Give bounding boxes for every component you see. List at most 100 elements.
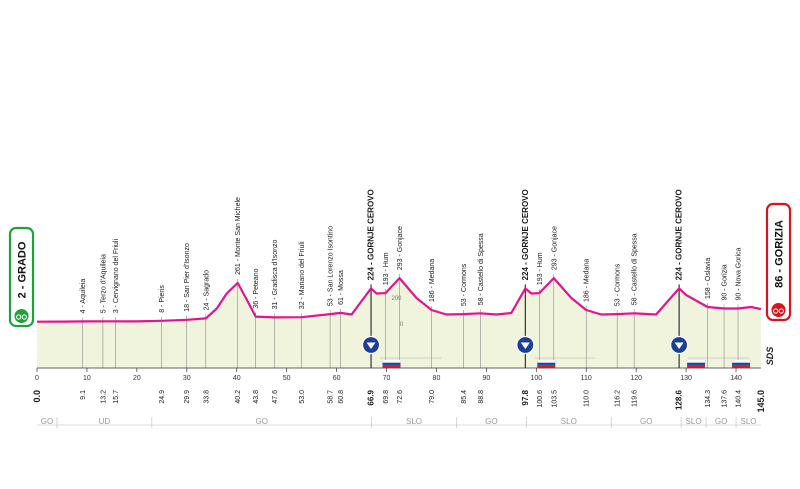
place-label: 3 - Cervignano del Friuli [113,239,120,314]
place-label: 18 - San Pier d'Isonzo [184,243,191,312]
start-badge [8,226,35,328]
place-km-label: 119.6 [632,390,639,407]
km-axis-tick-label: 0 [35,375,39,382]
km-axis-tick-label: 70 [383,375,391,382]
km-axis-tick-label: 40 [233,375,241,382]
km-axis-tick-label: 60 [333,375,341,382]
region-label: GO [255,417,267,426]
km-axis-tick-label: 20 [133,375,141,382]
place-label: 36 - Peteano [253,268,260,308]
misc-marks: 200 0 SDS [391,296,775,365]
place-km-label: 79.0 [429,390,436,404]
place-label: 58 - Castello di Spessa [478,233,485,305]
place-label: 32 - Mariano del Friuli [299,241,306,309]
inline-mark-label: 0 [400,322,404,328]
place-km-label: 53.0 [299,390,306,404]
place-label: 90 - Gorizia [722,264,729,300]
region-label: SLO [686,417,702,426]
start-km-label: 0.0 [32,390,42,403]
place-label: 224 - GORNJE CEROVO [367,189,376,280]
profile-area-layer [37,278,761,368]
flag-stripe-blue [537,362,556,366]
place-label: 293 - Gonjace [397,226,404,270]
region-label: SLO [740,417,756,426]
place-km-label: 88.8 [478,390,485,404]
region-label: SLO [406,417,422,426]
place-label: 8 - Pieris [159,285,166,313]
slovenia-flags [382,359,751,369]
place-km-label: 58.7 [328,390,335,404]
place-label: 193 - Hum [383,252,390,285]
place-km-label: 13.2 [100,390,107,404]
climb-chevron-icon [520,342,530,349]
place-label: 158 - Oslavia [705,258,712,299]
place-km-label: 15.7 [113,390,120,404]
place-label: 293 - Gonjace [551,226,558,270]
place-km-label: 97.8 [521,389,530,405]
place-label: 186 - Medana [429,259,436,302]
place-label: 224 - GORNJE CEROVO [521,189,530,280]
place-km-label: 72.6 [397,390,404,404]
place-km-label: 69.8 [383,390,390,404]
climb-markers [361,335,750,359]
km-axis-tick-label: 100 [530,375,542,382]
km-axis-tick-label: 10 [83,375,91,382]
place-label: 31 - Gradisca d'Isonzo [272,239,279,309]
flag-stripe-red [687,365,706,369]
region-label: UD [99,417,111,426]
place-km-label: 110.0 [584,390,591,407]
flag-stripe-red [732,365,751,369]
start-badge-label: 2 - GRADO [17,241,29,298]
place-label: 5 - Terzo d'Aquileia [100,254,107,313]
place-km-labels: 9.1 13.2 15.7 24.9 29.9 33.8 40.2 43.8 47.6 53.0 5… [32,389,766,412]
place-km-label: 85.4 [461,390,468,404]
place-km-label: 103.5 [551,390,558,408]
profile-area [37,278,761,368]
place-km-label: 47.6 [272,390,279,404]
place-km-label: 134.3 [705,390,712,408]
place-km-label: 128.6 [675,389,684,410]
climb-chevron-icon [674,342,684,349]
place-km-label: 60.8 [338,390,345,404]
finish-km-label: 145.0 [756,390,766,413]
climb-chevron-icon [366,342,376,349]
place-km-label: 100.6 [537,390,544,408]
place-km-label: 40.2 [235,390,242,404]
flag-stripe-white [686,359,706,363]
flag-stripe-red [382,365,401,369]
place-label: 53 - San Lorenzo Isontino [328,226,335,306]
place-km-label: 24.9 [159,390,166,404]
flag-stripe-blue [382,362,401,366]
place-km-label: 116.2 [615,390,622,407]
place-label: 261 - Monte San Michele [235,197,242,275]
place-km-label: 9.1 [80,390,87,400]
km-axis-tick-label: 110 [581,375,592,382]
km-axis-tick-label: 120 [630,375,642,382]
place-km-label: 140.4 [736,390,743,408]
inline-mark-label: 200 [391,296,402,302]
flag-stripe-white [537,359,556,363]
profile-line-layer [36,277,762,323]
place-label: 53 - Cormons [615,263,622,306]
place-km-label: 137.6 [722,390,729,408]
region-strip: GO UD GO SLO GO SLO GO SLO GO SLO [37,417,761,428]
region-label: GO [715,417,727,426]
km-axis-tick-label: 90 [482,375,490,382]
region-label: GO [41,417,53,426]
km-axis-tick-label: 30 [183,375,191,382]
km-axis-tick-label: 140 [730,375,742,382]
place-km-label: 29.9 [184,390,191,404]
place-label: 186 - Medana [584,259,591,302]
region-label: GO [640,417,652,426]
place-label: 193 - Hum [537,252,544,285]
place-km-label: 43.8 [253,390,260,404]
region-label: GO [485,417,497,426]
place-km-label: 33.8 [203,390,210,404]
place-labels: 4 - Aquileia 5 - Terzo d'Aquileia 3 - Cerv… [80,189,743,313]
finish-wheel-icon [773,308,779,314]
place-km-label: 66.9 [367,389,376,405]
profile-line [36,277,762,323]
start-wheel-icon [16,314,22,320]
